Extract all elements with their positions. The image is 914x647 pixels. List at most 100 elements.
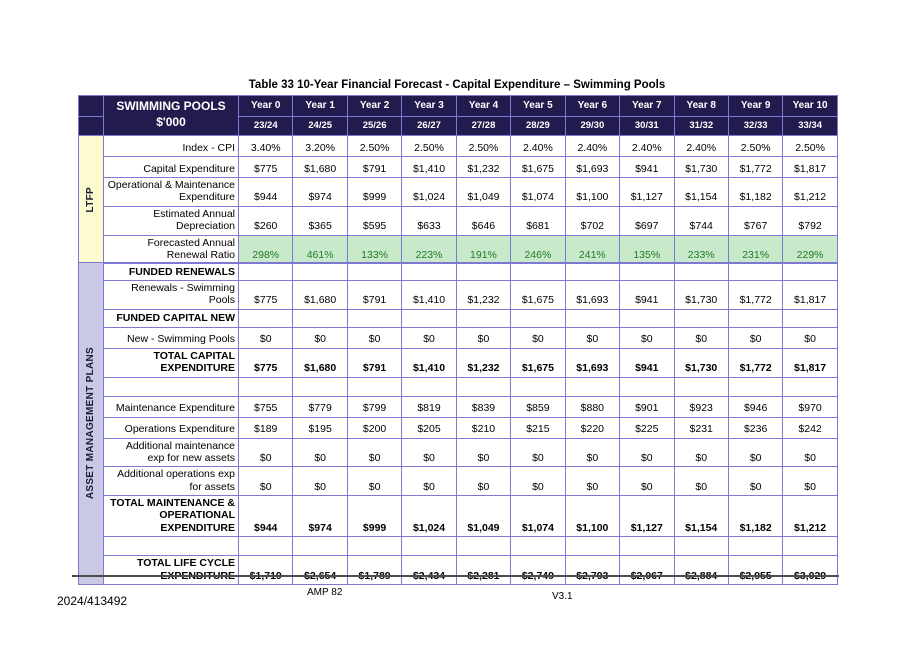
row-label: Renewals - Swimming Pools: [103, 280, 239, 310]
footer-page-label: AMP 82: [307, 587, 343, 598]
table-cell: 246%: [510, 234, 566, 265]
table-cell: $260: [237, 205, 294, 236]
table-cell: $923: [673, 395, 729, 418]
table-cell: $0: [782, 326, 838, 349]
table-cell: [727, 376, 784, 397]
fy-header-cell: 25/26: [346, 116, 403, 136]
table-cell: $901: [619, 395, 675, 418]
table-cell: $0: [564, 437, 621, 468]
table-cell: $1,232: [455, 347, 512, 378]
row-label: [103, 376, 239, 397]
table-cell: [510, 262, 566, 281]
table-cell: 229%: [782, 234, 838, 265]
table-cell: $0: [619, 466, 675, 496]
table-cell: $941: [619, 280, 675, 310]
header-corner-cell: [78, 95, 104, 117]
footer-version: V3.1: [552, 591, 573, 602]
table-cell: $697: [619, 205, 675, 236]
footer-document-number: 2024/413492: [57, 594, 128, 608]
table-cell: $0: [727, 437, 784, 468]
table-cell: $0: [455, 326, 512, 349]
table-cell: $1,127: [619, 494, 675, 538]
table-cell: $1,182: [727, 494, 784, 538]
table-cell: $646: [455, 205, 512, 236]
side-label-text: LTFP: [85, 186, 97, 213]
table-cell: 2.40%: [510, 135, 566, 157]
table-title-line2: $'000: [156, 115, 186, 129]
table-cell: $2,067: [619, 555, 675, 585]
table-cell: $0: [564, 466, 621, 496]
row-label: Additional maintenance exp for new asset…: [103, 437, 239, 468]
table-cell: [292, 536, 348, 557]
table-cell: $0: [346, 437, 403, 468]
table-cell: [782, 376, 838, 397]
table-cell: $1,817: [782, 280, 838, 310]
table-cell: $3,029: [782, 555, 838, 585]
year-header-cell: Year 2: [346, 95, 403, 117]
year-header-cell: Year 9: [727, 95, 784, 117]
table-cell: $0: [673, 437, 729, 468]
year-header-cell: Year 5: [510, 95, 566, 117]
table-row: [79, 536, 838, 557]
table-cell: $0: [401, 466, 457, 496]
table-cell: 2.50%: [782, 135, 838, 157]
table-cell: 2.50%: [455, 135, 512, 157]
table-cell: $0: [727, 326, 784, 349]
table-cell: $0: [619, 437, 675, 468]
table-cell: $791: [346, 156, 403, 178]
table-cell: $595: [346, 205, 403, 236]
table-cell: [782, 262, 838, 281]
table-cell: [673, 376, 729, 397]
table-cell: $775: [237, 347, 294, 378]
table-cell: $1,212: [782, 177, 838, 207]
table-cell: $946: [727, 395, 784, 418]
table-row: Maintenance Expenditure $755 $779 $799 $819 $…: [79, 395, 838, 418]
table-cell: $1,693: [564, 156, 621, 178]
table-cell: $1,693: [564, 280, 621, 310]
asset-management-plans-table: ASSET MANAGEMENT PLANS FUNDED RENEWALS Ren…: [78, 262, 838, 585]
table-cell: 2.40%: [619, 135, 675, 157]
table-cell: $0: [455, 466, 512, 496]
table-cell: $365: [292, 205, 348, 236]
table-row: Additional maintenance exp for new asset…: [79, 437, 838, 468]
table-cell: [401, 536, 457, 557]
row-label: Maintenance Expenditure: [103, 395, 239, 418]
fy-header-cell: 27/28: [455, 116, 512, 136]
table-cell: $1,730: [673, 280, 729, 310]
table-row: ASSET MANAGEMENT PLANS FUNDED RENEWALS: [78, 262, 838, 585]
year-header-cell: Year 3: [401, 95, 457, 117]
table-cell: $0: [237, 326, 294, 349]
table-cell: $2,654: [292, 555, 348, 585]
fy-header-cell: 30/31: [619, 116, 675, 136]
table-cell: $0: [727, 466, 784, 496]
fy-header-cell: 26/27: [401, 116, 457, 136]
row-label: Operations Expenditure: [103, 416, 239, 439]
table-cell: $205: [401, 416, 457, 439]
table-cell: 223%: [401, 234, 457, 265]
year-header-cell: Year 6: [564, 95, 621, 117]
table-cell: $0: [510, 437, 566, 468]
table-cell: $1,772: [727, 280, 784, 310]
footer-rule: [72, 575, 839, 577]
year-header-cell: Year 7: [619, 95, 675, 117]
table-cell: 461%: [292, 234, 348, 265]
table-cell: $791: [346, 280, 403, 310]
year-header-cell: Year 4: [455, 95, 512, 117]
table-cell: $999: [346, 494, 403, 538]
table-cell: 2.50%: [346, 135, 403, 157]
table-cell: $775: [237, 156, 294, 178]
table-cell: 2.40%: [564, 135, 621, 157]
table-cell: [292, 308, 348, 328]
table-cell: 241%: [564, 234, 621, 265]
table-cell: $2,955: [727, 555, 784, 585]
year-header-cell: Year 10: [782, 95, 838, 117]
table-row: TOTAL MAINTENANCE & OPERATIONAL EXPENDIT…: [79, 494, 838, 538]
table-cell: [673, 308, 729, 328]
page-title: Table 33 10-Year Financial Forecast - Ca…: [248, 79, 666, 91]
table-cell: $1,127: [619, 177, 675, 207]
table-cell: $0: [401, 326, 457, 349]
table-cell: $1,049: [455, 177, 512, 207]
table-cell: $792: [782, 205, 838, 236]
table-cell: $755: [237, 395, 294, 418]
